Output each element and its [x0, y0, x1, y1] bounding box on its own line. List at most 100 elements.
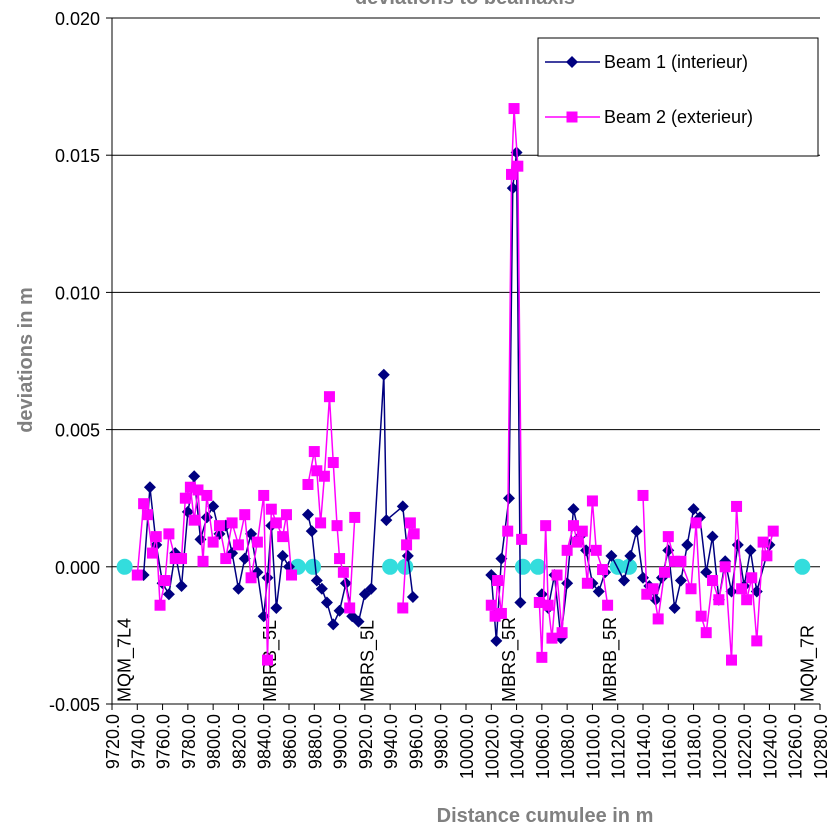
point — [258, 489, 270, 501]
x-tick-label: 10240.0 — [760, 714, 780, 779]
point — [506, 168, 518, 180]
point — [262, 654, 274, 666]
point — [131, 569, 143, 581]
x-tick-label: 10060.0 — [533, 714, 553, 779]
point — [647, 583, 659, 595]
x-tick-label: 10120.0 — [609, 714, 629, 779]
magnet-marker — [116, 558, 133, 575]
point — [495, 607, 507, 619]
point — [334, 553, 346, 565]
point — [169, 553, 181, 565]
point — [567, 520, 579, 532]
point — [406, 590, 419, 603]
x-tick-label: 9720.0 — [103, 714, 123, 769]
x-tick-label: 10080.0 — [558, 714, 578, 779]
point — [508, 103, 520, 115]
point — [154, 599, 166, 611]
point — [506, 182, 519, 195]
point — [741, 594, 753, 606]
point — [637, 489, 649, 501]
point — [546, 632, 558, 644]
point — [751, 635, 763, 647]
point — [561, 544, 573, 556]
point — [404, 517, 416, 529]
x-tick-label: 9840.0 — [255, 714, 275, 769]
point — [323, 391, 335, 403]
point — [396, 500, 409, 513]
x-tick-label: 9880.0 — [305, 714, 325, 769]
point — [597, 564, 609, 576]
x-tick-label: 10040.0 — [508, 714, 528, 779]
point — [586, 495, 598, 507]
point — [700, 627, 712, 639]
point — [162, 588, 175, 601]
point — [232, 582, 245, 595]
point — [571, 536, 583, 548]
point — [245, 572, 257, 584]
x-tick-label: 9860.0 — [280, 714, 300, 769]
y-tick-label: 0.015 — [55, 146, 100, 166]
point — [408, 528, 420, 540]
point — [713, 594, 725, 606]
x-tick-label: 9820.0 — [229, 714, 249, 769]
point — [746, 572, 758, 584]
x-tick-label: 10200.0 — [710, 714, 730, 779]
point — [280, 509, 292, 521]
point — [315, 582, 328, 595]
point — [658, 566, 670, 578]
point — [150, 531, 162, 543]
point — [143, 481, 156, 494]
legend-label: Beam 2 (exterieur) — [604, 107, 753, 127]
series-line — [136, 108, 774, 661]
point — [239, 509, 251, 521]
point — [401, 549, 414, 562]
point — [197, 555, 209, 567]
point — [276, 549, 289, 562]
point — [637, 571, 649, 584]
point — [261, 571, 274, 584]
x-tick-label: 10020.0 — [482, 714, 502, 779]
point — [138, 498, 150, 510]
point — [602, 599, 614, 611]
point — [512, 160, 524, 172]
point — [380, 514, 393, 527]
point — [188, 514, 200, 526]
y-tick-label: 0.000 — [55, 558, 100, 578]
magnet-marker — [514, 558, 531, 575]
point — [542, 599, 554, 611]
point — [551, 569, 563, 581]
magnet-marker — [305, 558, 322, 575]
point — [192, 484, 204, 496]
magnet-label: MBRS_5L — [357, 620, 378, 702]
magnet-marker — [382, 558, 399, 575]
x-tick-label: 10280.0 — [811, 714, 831, 779]
chart-title: deviations to beamaxis — [355, 0, 575, 9]
point — [270, 601, 283, 614]
point — [318, 470, 330, 482]
point — [265, 503, 277, 515]
point — [502, 525, 514, 537]
point — [536, 651, 548, 663]
point — [175, 580, 188, 593]
point — [141, 509, 153, 521]
point — [662, 531, 674, 543]
point — [277, 531, 289, 543]
point — [630, 525, 643, 538]
point — [652, 613, 664, 625]
point — [726, 654, 737, 666]
point — [146, 547, 158, 559]
legend-marker — [566, 111, 578, 123]
x-tick-label: 9960.0 — [406, 714, 426, 769]
point — [188, 470, 201, 483]
point — [581, 577, 593, 589]
point — [238, 552, 251, 565]
y-tick-label: 0.010 — [55, 283, 100, 303]
point — [514, 596, 527, 609]
point — [320, 596, 333, 609]
point — [311, 465, 323, 477]
x-tick-label: 10220.0 — [735, 714, 755, 779]
point — [333, 604, 346, 617]
point — [685, 583, 697, 595]
point — [489, 610, 501, 622]
point — [327, 457, 339, 469]
